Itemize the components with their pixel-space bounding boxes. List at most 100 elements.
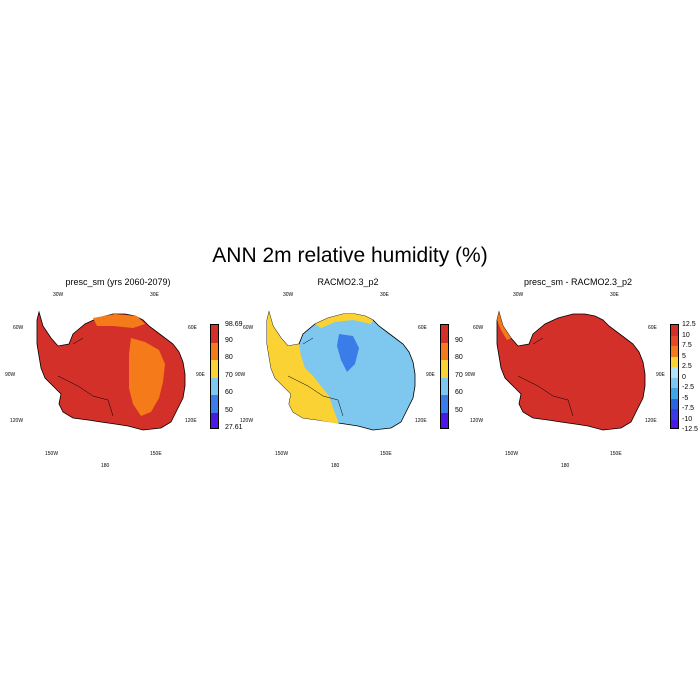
lon-label-120e: 120E <box>415 418 427 424</box>
lon-label-60w: 60W <box>13 325 24 331</box>
colorbar-segment <box>441 377 448 395</box>
colorbar-label: 80 <box>455 354 463 361</box>
lon-label-60e: 60E <box>188 325 197 331</box>
lon-label-120e: 120E <box>645 418 657 424</box>
continent-fill <box>496 310 646 431</box>
colorbar-label: -2.5 <box>682 384 695 391</box>
lon-label-30w: 30W <box>53 292 64 298</box>
lon-label-90w: 90W <box>465 372 476 378</box>
coastal-patch <box>93 314 145 328</box>
antarctica-map <box>36 310 186 431</box>
lon-label-60w: 60W <box>243 325 254 331</box>
colorbar-segment <box>671 335 678 346</box>
colorbar-segment <box>671 419 678 428</box>
colorbar-segment <box>671 398 678 409</box>
panel-future-humidity: presc_sm (yrs 2060-2079) 30W 30E 60W 60E… <box>5 276 243 476</box>
lon-label-120e: 120E <box>185 418 197 424</box>
ice-shelf-outline <box>517 337 574 417</box>
lon-label-30e: 30E <box>610 292 619 298</box>
lon-label-90e: 90E <box>656 372 665 378</box>
colorbar-label: 90 <box>455 337 463 344</box>
lon-label-180: 180 <box>561 463 570 469</box>
ice-shelf-outline <box>287 337 344 417</box>
lon-label-150e: 150E <box>150 451 162 457</box>
colorbar-label: 70 <box>455 372 463 379</box>
colorbar-segment <box>671 409 678 420</box>
colorbar-label: 2.5 <box>682 363 692 370</box>
colorbar-label: 60 <box>225 389 233 396</box>
lon-label-30w: 30W <box>513 292 524 298</box>
colorbar-label: 27.61 <box>225 424 243 431</box>
colorbar-segment <box>441 325 448 343</box>
lon-label-90e: 90E <box>196 372 205 378</box>
antarctica-map <box>496 310 646 431</box>
colorbar-segment <box>441 342 448 360</box>
colorbar-label: -10 <box>682 416 693 423</box>
colorbar-segment <box>441 360 448 378</box>
colorbar-label: 80 <box>225 354 233 361</box>
colorbar-segment <box>671 346 678 357</box>
lon-label-120w: 120W <box>10 418 24 424</box>
colorbar-label: 60 <box>455 389 463 396</box>
colorbar-label: 0 <box>682 374 686 381</box>
colorbar-label: 50 <box>225 407 233 414</box>
panel-title: RACMO2.3_p2 <box>317 277 379 287</box>
colorbar <box>440 324 449 429</box>
west-antarctica-patch <box>267 312 339 424</box>
lon-label-90e: 90E <box>426 372 435 378</box>
panel-humidity-difference: presc_sm - RACMO2.3_p2 30W 30E 60W 60E 9… <box>465 276 700 476</box>
colorbar-segment <box>211 395 218 413</box>
colorbar-segment <box>441 395 448 413</box>
lon-label-120w: 120W <box>470 418 484 424</box>
colorbar-label: 50 <box>455 407 463 414</box>
colorbar-label: 90 <box>225 337 233 344</box>
lon-label-180: 180 <box>331 463 340 469</box>
colorbar-segment <box>211 342 218 360</box>
colorbar-label: 7.5 <box>682 342 692 349</box>
colorbar <box>210 324 219 429</box>
colorbar-segment <box>211 360 218 378</box>
colorbar-label: -5 <box>682 395 689 402</box>
ice-shelf-outline <box>57 337 114 417</box>
lon-label-150w: 150W <box>275 451 289 457</box>
lon-label-120w: 120W <box>240 418 254 424</box>
lon-label-30e: 30E <box>150 292 159 298</box>
lon-label-30e: 30E <box>380 292 389 298</box>
east-antarctica-patch <box>129 338 165 416</box>
lon-label-150e: 150E <box>610 451 622 457</box>
lon-label-150w: 150W <box>505 451 519 457</box>
colorbar-label: 98.69 <box>225 321 243 328</box>
lon-label-150w: 150W <box>45 451 59 457</box>
colorbar-segment <box>671 377 678 388</box>
colorbar-segment <box>671 388 678 399</box>
lon-label-90w: 90W <box>5 372 16 378</box>
colorbar-label: -7.5 <box>682 405 695 412</box>
colorbar-segment <box>441 412 448 428</box>
colorbar-label: -12.5 <box>682 426 698 433</box>
lon-label-150e: 150E <box>380 451 392 457</box>
colorbar-label: 5 <box>682 353 686 360</box>
colorbar-label: 12.5 <box>682 321 696 328</box>
colorbar-segment <box>671 325 678 336</box>
colorbar-segment <box>671 356 678 367</box>
coastal-patch <box>497 312 511 340</box>
colorbar-segment <box>211 325 218 343</box>
lon-label-60e: 60E <box>418 325 427 331</box>
colorbar-segment <box>211 412 218 428</box>
colorbar-segment <box>671 367 678 378</box>
lon-label-60w: 60W <box>473 325 484 331</box>
antarctica-map <box>266 310 416 431</box>
colorbar-label: 10 <box>682 332 690 339</box>
figure-title: ANN 2m relative humidity (%) <box>212 244 488 267</box>
colorbar-segment <box>211 377 218 395</box>
panel-racmo-humidity: RACMO2.3_p2 30W 30E 60W 60E 90W 90E 120W… <box>235 276 473 476</box>
interior-dry-patch <box>337 334 359 372</box>
colorbar-label: 70 <box>225 372 233 379</box>
lon-label-180: 180 <box>101 463 110 469</box>
panel-title: presc_sm - RACMO2.3_p2 <box>523 277 633 287</box>
lon-label-60e: 60E <box>648 325 657 331</box>
colorbar <box>670 324 679 429</box>
lon-label-90w: 90W <box>235 372 246 378</box>
panel-title: presc_sm (yrs 2060-2079) <box>65 277 171 287</box>
